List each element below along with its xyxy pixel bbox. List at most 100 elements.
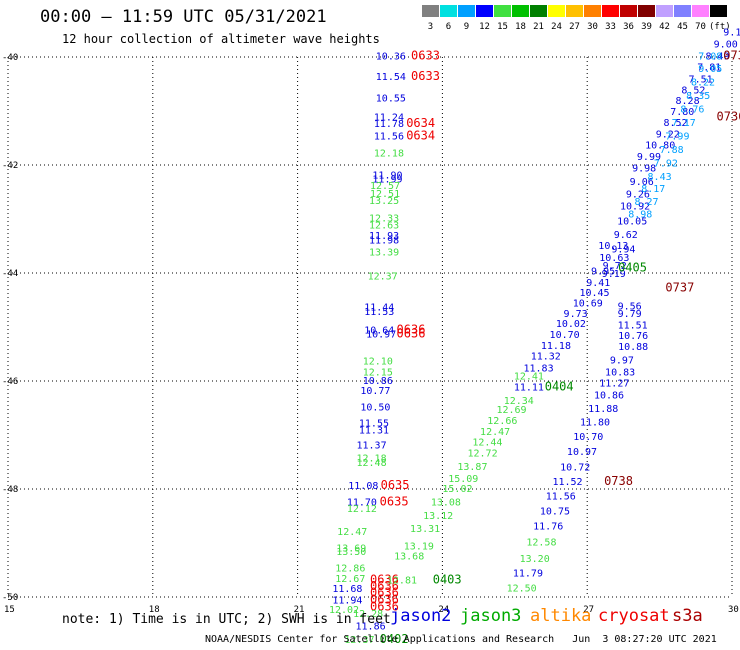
wave-height-label: 9.95 xyxy=(591,266,615,277)
x-tick-label: 18 xyxy=(149,605,160,615)
wave-height-label: 11.83 xyxy=(523,364,553,375)
x-tick-label: 30 xyxy=(728,605,739,615)
legend-swatch-label: 70 xyxy=(695,22,706,32)
wave-height-label: 7.81 xyxy=(697,63,721,74)
y-tick-label: -40 xyxy=(2,53,18,63)
wave-height-label: 13.87 xyxy=(457,462,487,473)
wave-height-label: 8.28 xyxy=(676,96,700,107)
wave-height-label: 11.08 xyxy=(348,481,378,492)
wave-height-label: 9.26 xyxy=(626,190,650,201)
wave-height-label: 11.31 xyxy=(359,426,389,437)
wave-height-label: 7.17 xyxy=(672,118,696,129)
time-label: 0636 xyxy=(397,323,426,337)
wave-height-label: 12.10 xyxy=(363,356,393,367)
legend-altika: altika xyxy=(530,606,592,626)
legend-cryosat: cryosat xyxy=(598,606,670,626)
wave-height-label: 10.05 xyxy=(617,217,647,228)
time-label: 0736 xyxy=(717,109,740,123)
legend-jason2: jason2 xyxy=(390,606,452,626)
legend-swatch xyxy=(476,5,493,17)
legend-swatch xyxy=(620,5,637,17)
wave-height-label: 12.02 xyxy=(329,605,359,616)
wave-height-label: 10.97 xyxy=(366,329,396,340)
legend-jason3: jason3 xyxy=(460,606,522,626)
legend-swatch-label: 18 xyxy=(515,22,526,32)
wave-height-label: 12.37 xyxy=(344,635,374,646)
wave-height-label: 12.86 xyxy=(335,563,365,574)
wave-height-label: 10.83 xyxy=(605,367,635,378)
wave-height-label: 10.72 xyxy=(560,462,590,473)
wave-height-label: 12.51 xyxy=(370,189,400,200)
wave-height-label: 9.22 xyxy=(656,130,680,141)
wave-height-label: 10.70 xyxy=(573,432,603,443)
wave-height-label: 13.25 xyxy=(369,196,399,207)
chart-subtitle: 12 hour collection of altimeter wave hei… xyxy=(62,32,380,46)
y-tick-label: -44 xyxy=(2,269,18,279)
wave-height-label: 12.47 xyxy=(480,427,510,438)
wave-height-label: 11.56 xyxy=(546,491,576,502)
wave-height-label: 12.34 xyxy=(504,396,534,407)
chart-title: 00:00 – 11:59 UTC 05/31/2021 xyxy=(40,7,327,27)
wave-height-label: 12.58 xyxy=(526,537,556,548)
wave-height-label: 11.68 xyxy=(332,584,362,595)
y-tick-label: -48 xyxy=(2,485,18,495)
legend-swatch xyxy=(566,5,583,17)
wave-height-label: 7.92 xyxy=(654,158,678,169)
wave-height-label: 9.79 xyxy=(618,309,642,320)
legend-s3a: s3a xyxy=(672,606,703,626)
wave-height-label: 10.50 xyxy=(360,402,390,413)
wave-height-label: 11.76 xyxy=(533,522,563,533)
legend-unit: (ft) xyxy=(709,22,731,32)
wave-height-label: 11.24 xyxy=(374,112,404,123)
wave-height-label: 11.32 xyxy=(531,352,561,363)
wave-height-label: 10.55 xyxy=(376,94,406,105)
wave-height-label: 10.63 xyxy=(599,253,629,264)
wave-height-label: 11.56 xyxy=(374,131,404,142)
wave-height-label: 10.77 xyxy=(360,386,390,397)
wave-height-label: 7.88 xyxy=(660,145,684,156)
wave-height-label: 9.41 xyxy=(586,278,610,289)
wave-height-label: 11.80 xyxy=(580,418,610,429)
wave-height-label: 10.69 xyxy=(573,299,603,310)
time-label: 0636 xyxy=(370,593,399,607)
wave-height-label: 11.93 xyxy=(369,231,399,242)
wave-height-label: 12.15 xyxy=(363,367,393,378)
wave-height-label: 13.31 xyxy=(410,524,440,535)
wave-height-label: 13.20 xyxy=(520,554,550,565)
wave-height-label: 11.54 xyxy=(376,72,406,83)
wave-height-label: 10.13 xyxy=(598,241,628,252)
wave-height-label: 9.73 xyxy=(564,309,588,320)
wave-height-label: 15.09 xyxy=(448,474,478,485)
wave-height-label: 9.72 xyxy=(603,261,627,272)
wave-height-label: 7.80 xyxy=(670,107,694,118)
wave-height-label: 12.28 xyxy=(353,609,383,620)
wave-height-label: 12.47 xyxy=(337,527,367,538)
time-label: 0404 xyxy=(545,379,574,393)
x-tick-label: 27 xyxy=(583,605,594,615)
wave-height-label: 12.69 xyxy=(496,405,526,416)
time-label: 0403 xyxy=(433,573,462,587)
wave-height-label: 10.45 xyxy=(579,288,609,299)
wave-height-label: 12.41 xyxy=(514,372,544,383)
wave-height-label: 11.51 xyxy=(618,320,648,331)
y-tick-label: -42 xyxy=(2,161,18,171)
legend-swatch-label: 39 xyxy=(641,22,652,32)
legend-swatch-label: 27 xyxy=(569,22,580,32)
wave-height-label: 9.19 xyxy=(602,269,626,280)
time-label: 0634 xyxy=(406,128,435,142)
wave-height-label: 12.57 xyxy=(370,181,400,192)
time-label: 0636 xyxy=(370,573,399,587)
wave-height-label: 11.88 xyxy=(588,404,618,415)
legend-swatch xyxy=(584,5,601,17)
wave-height-label: 7.08 xyxy=(698,51,722,62)
x-tick-label: 21 xyxy=(294,605,305,615)
legend-swatch xyxy=(710,5,727,17)
wave-height-label: 7.51 xyxy=(689,75,713,86)
wave-height-label: 13.08 xyxy=(431,497,461,508)
legend-swatch-label: 9 xyxy=(463,22,470,32)
time-label: 0738 xyxy=(604,474,633,488)
wave-height-label: 12.67 xyxy=(335,574,365,585)
legend-swatch xyxy=(494,5,511,17)
wave-height-label: 11.94 xyxy=(332,596,362,607)
time-label: 0635 xyxy=(381,478,410,492)
